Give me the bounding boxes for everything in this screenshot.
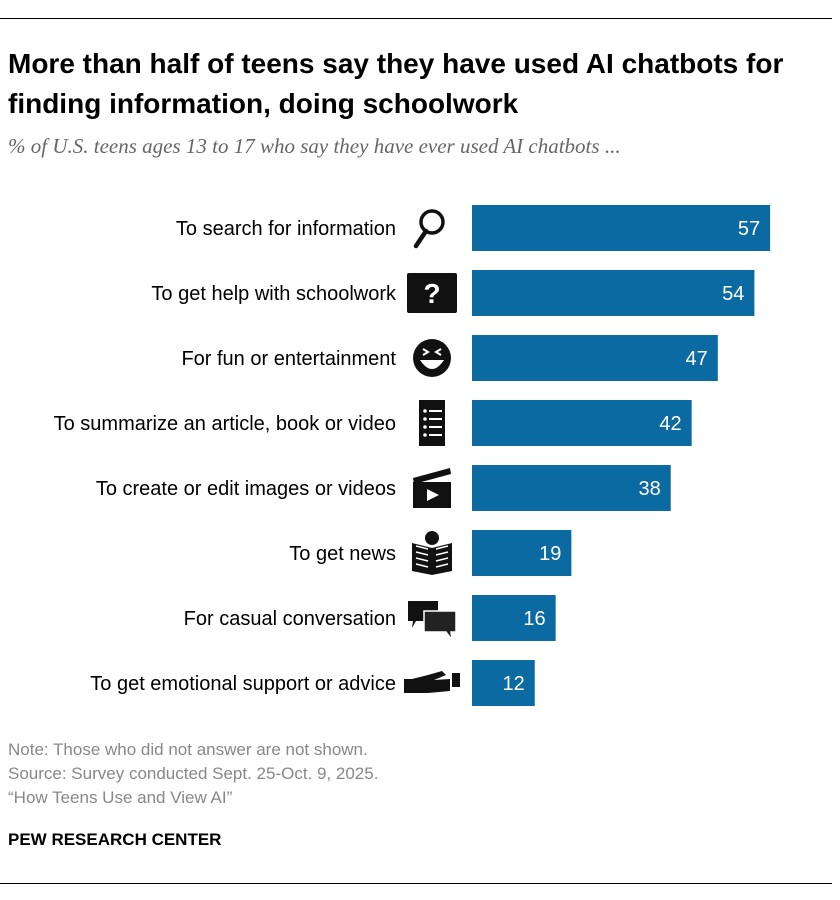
- bar: [472, 400, 692, 446]
- data-label: 54: [722, 283, 744, 305]
- top-rule: [0, 18, 832, 19]
- helping-hand-icon: [404, 671, 460, 693]
- list-icon: [419, 400, 445, 446]
- note-text: Note: Those who did not answer are not s…: [8, 740, 368, 759]
- bar: [472, 205, 771, 251]
- brand-logo-text: PEW RESEARCH CENTER: [8, 830, 222, 849]
- question-box-icon: ?: [407, 273, 457, 313]
- chart-subtitle: % of U.S. teens ages 13 to 17 who say th…: [8, 134, 621, 158]
- data-label: 57: [738, 218, 760, 240]
- source-text: Source: Survey conducted Sept. 25-Oct. 9…: [8, 764, 379, 783]
- bar-row: To get news 19: [289, 530, 572, 576]
- bar-row: To summarize an article, book or video 42: [54, 400, 692, 446]
- bar-row: For fun or entertainment 47: [181, 335, 718, 381]
- category-label: To create or edit images or videos: [96, 478, 396, 500]
- category-label: For fun or entertainment: [181, 348, 396, 370]
- category-label: To get emotional support or advice: [90, 673, 396, 695]
- bar-row: To get help with schoolwork? 54: [151, 270, 755, 316]
- bar-row: To create or edit images or videos 38: [96, 465, 671, 511]
- data-label: 38: [638, 478, 660, 500]
- data-label: 47: [686, 348, 708, 370]
- category-label: To get help with schoolwork: [151, 283, 397, 305]
- svg-text:?: ?: [423, 278, 440, 309]
- bar: [472, 595, 556, 641]
- bar-row: For casual conversation 16: [184, 595, 556, 643]
- data-label: 19: [539, 543, 561, 565]
- laughing-face-icon: [413, 339, 451, 377]
- category-label: For casual conversation: [184, 608, 396, 630]
- bar: [472, 530, 572, 576]
- speech-bubbles-icon: [408, 601, 457, 643]
- bar: [472, 270, 755, 316]
- bar: [472, 465, 671, 511]
- data-label: 12: [503, 673, 525, 695]
- chart-title: More than half of teens say they have us…: [8, 48, 784, 119]
- category-label: To summarize an article, book or video: [54, 413, 396, 435]
- category-label: To get news: [289, 543, 396, 565]
- magnifier-icon: [413, 209, 445, 249]
- category-label: To search for information: [176, 218, 396, 240]
- notes: Note: Those who did not answer are not s…: [8, 738, 378, 810]
- bar: [472, 335, 718, 381]
- report-text: “How Teens Use and View AI”: [8, 788, 233, 807]
- bar: [472, 660, 535, 706]
- bar-row: To search for information 57: [176, 205, 771, 251]
- data-label: 42: [659, 413, 681, 435]
- data-label: 16: [523, 608, 545, 630]
- clapperboard-icon: [413, 468, 451, 508]
- bar-row: To get emotional support or advice 12: [90, 660, 535, 706]
- bar-chart: To search for information 57 To get help w…: [54, 205, 771, 706]
- bottom-rule: [0, 883, 832, 884]
- newspaper-reader-icon: [412, 531, 452, 575]
